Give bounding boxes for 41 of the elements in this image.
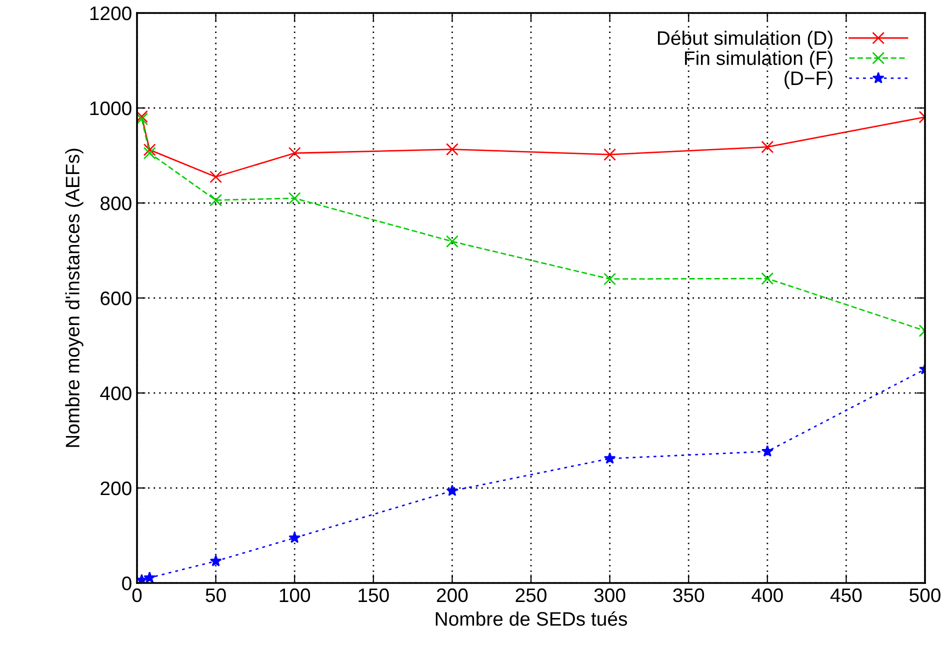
x-tick-label: 500 [910,588,940,602]
y-tick-label: 1200 [90,6,132,20]
point [288,192,301,204]
point [761,140,774,154]
x-axis-title: Nombre de SEDs tués [436,611,628,626]
legend-label: Début simulation (D) [658,30,832,49]
point [761,272,774,285]
x-tick-label: 0 [132,588,142,602]
x-tick-label: 300 [594,588,626,602]
point [288,146,301,160]
y-tick-label: 1000 [90,101,132,116]
x-tick-label: 400 [752,588,783,602]
point [144,572,156,583]
y-tick-label: 600 [100,291,132,306]
point [288,532,301,544]
point [210,170,222,184]
legend-label: (D−F) [784,70,832,89]
point [446,484,458,496]
point [604,148,616,161]
point [761,445,774,457]
y-axis-title: Nombre moyen d'instances (AEFs) [65,148,84,447]
point [446,235,458,248]
x-tick-label: 250 [516,588,546,602]
x-tick-label: 150 [358,588,389,602]
point [210,554,222,566]
x-tick-label: 450 [830,588,862,602]
point [604,272,616,286]
x-tick-label: 200 [436,588,468,602]
x-tick-label: 350 [673,588,704,602]
y-tick-label: 200 [100,481,132,496]
legend-label: Fin simulation (F) [685,50,832,69]
point [604,452,616,464]
point [210,194,222,206]
x-tick-label: 100 [280,588,310,602]
point [143,144,156,156]
point [446,143,458,156]
y-tick-label: 0 [122,576,132,590]
x-tick-label: 50 [206,588,226,602]
y-tick-label: 400 [100,386,132,400]
y-tick-label: 800 [100,196,132,210]
point [143,146,156,160]
